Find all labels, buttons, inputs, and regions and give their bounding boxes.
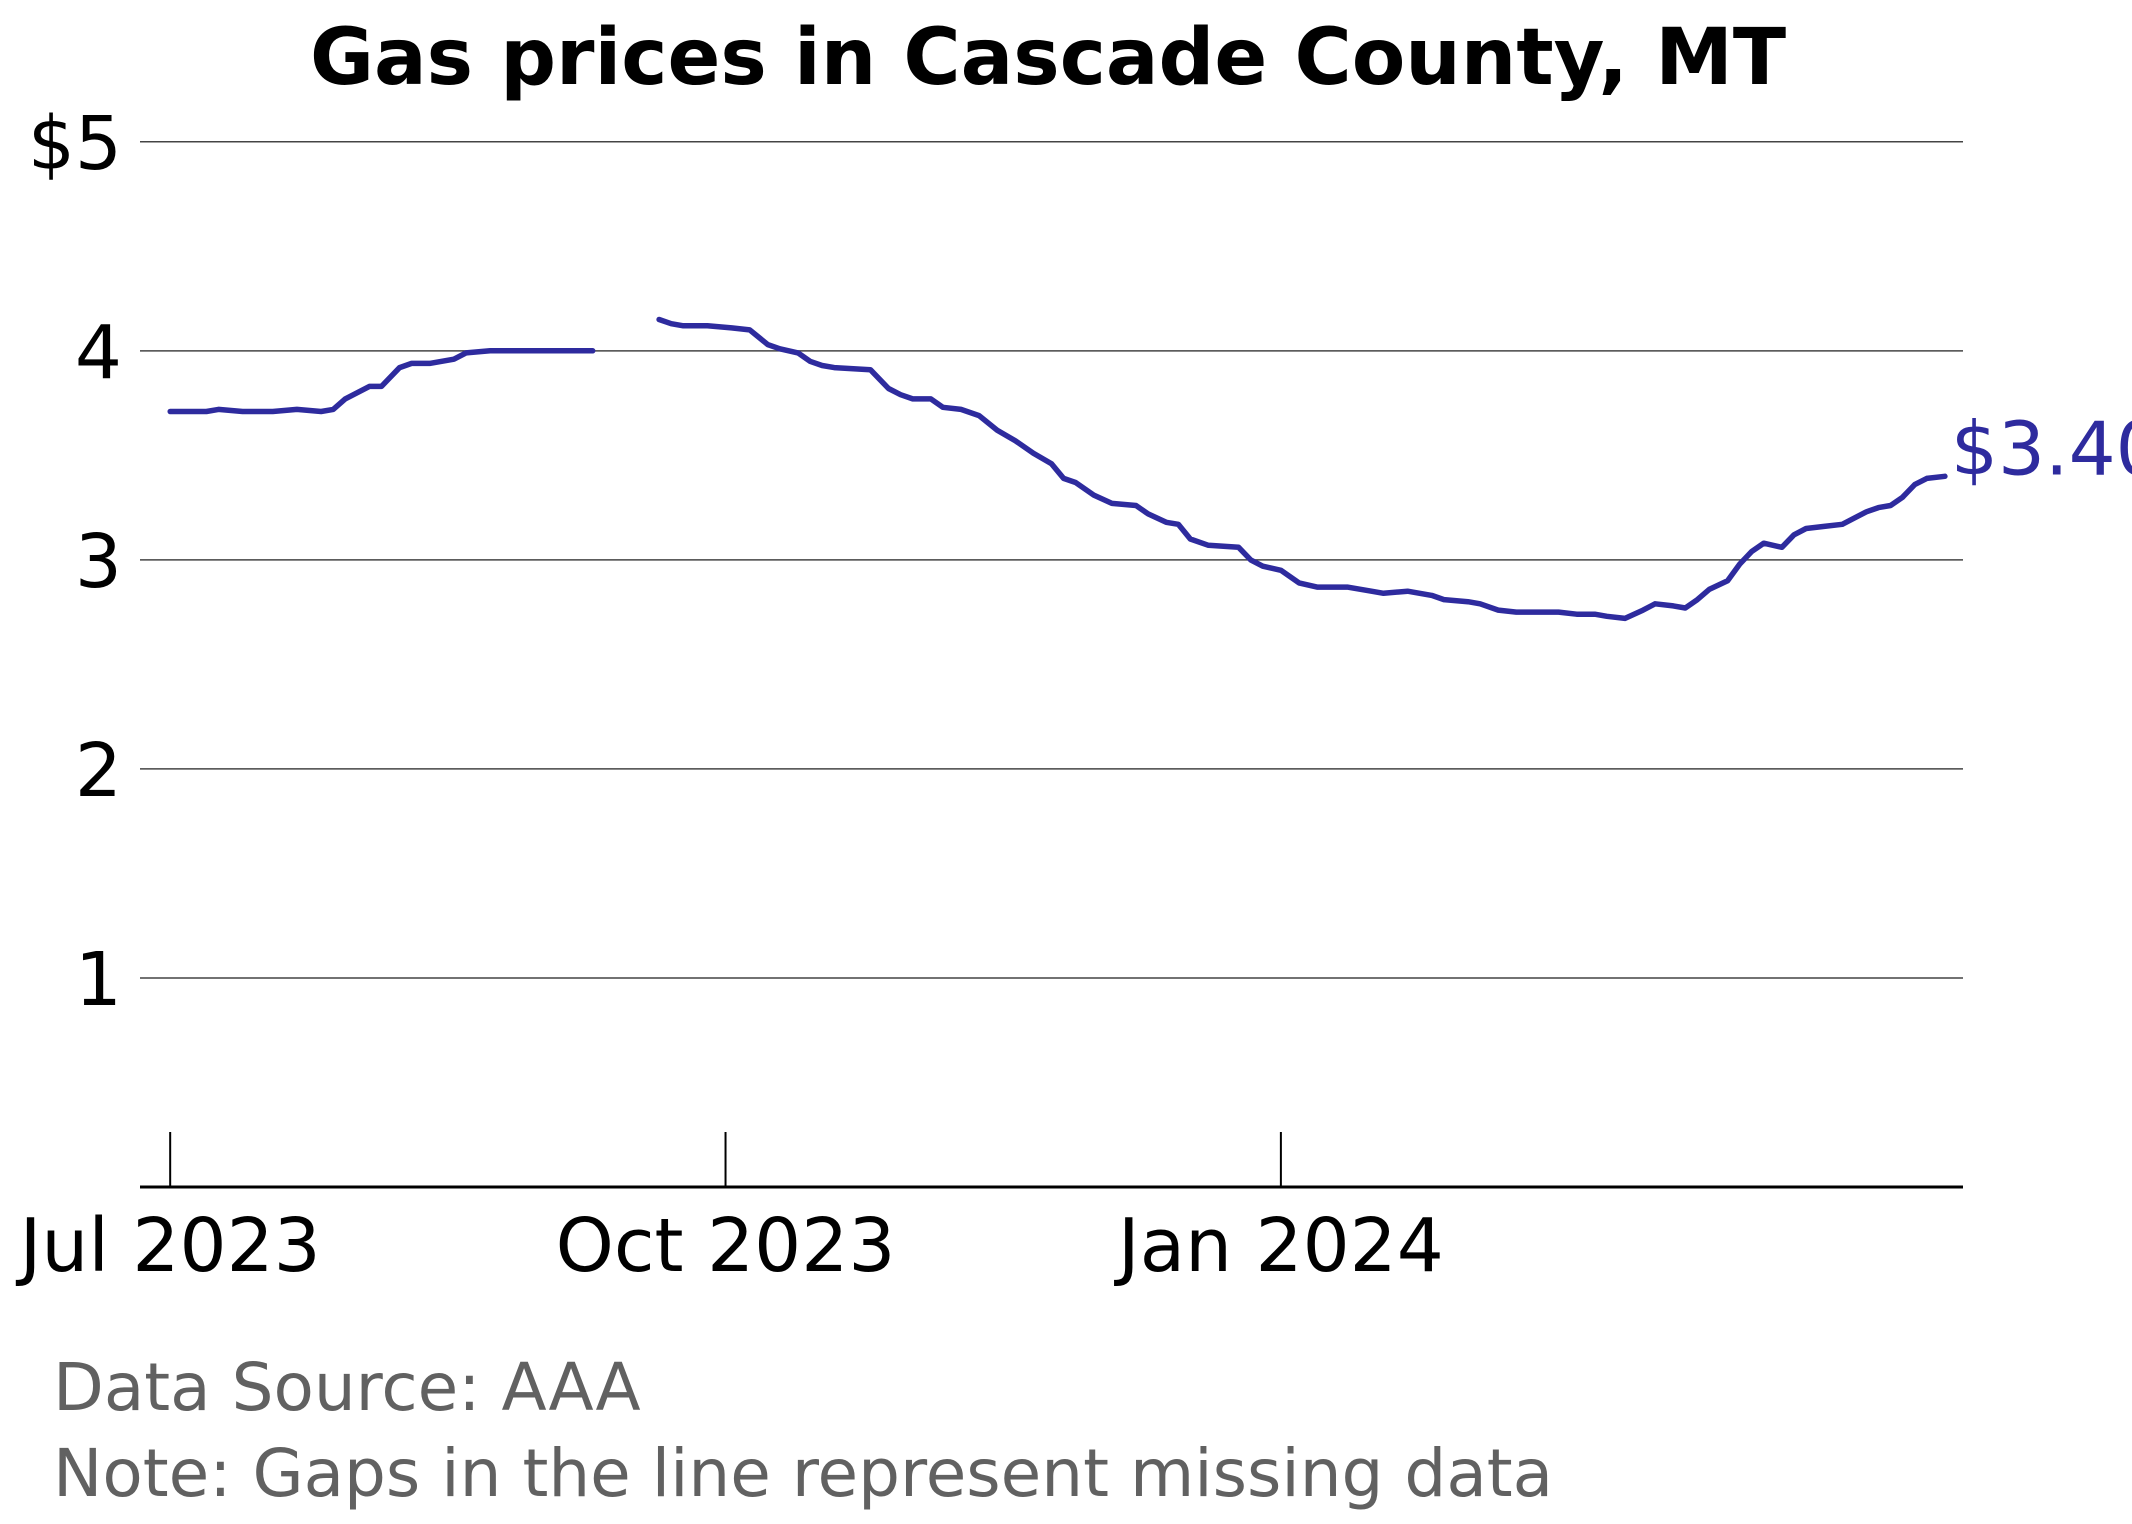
chart-title: Gas prices in Cascade County, MT xyxy=(310,13,1786,103)
price-line-segment xyxy=(167,348,596,415)
x-axis: Jul 2023 Oct 2023 Jan 2024 xyxy=(16,1132,1963,1289)
y-tick-label: 3 xyxy=(75,519,122,605)
gridlines xyxy=(140,141,1963,979)
y-tick-label: $5 xyxy=(28,101,122,187)
y-tick-label: 4 xyxy=(75,310,122,396)
latest-price-label: $3.40 xyxy=(1951,406,2132,492)
x-tick-label: Jan 2024 xyxy=(1114,1203,1444,1289)
y-tick-label: 2 xyxy=(75,728,122,814)
missing-data-note: Note: Gaps in the line represent missing… xyxy=(53,1435,1553,1512)
data-source: Data Source: AAA xyxy=(53,1349,641,1426)
price-series xyxy=(167,316,1948,622)
x-tick-label: Jul 2023 xyxy=(16,1203,321,1289)
x-tick-label: Oct 2023 xyxy=(556,1203,896,1289)
y-axis-ticks: 1 2 3 4 $5 xyxy=(28,101,122,1023)
y-tick-label: 1 xyxy=(75,937,122,1023)
price-line-segment xyxy=(656,316,1948,622)
